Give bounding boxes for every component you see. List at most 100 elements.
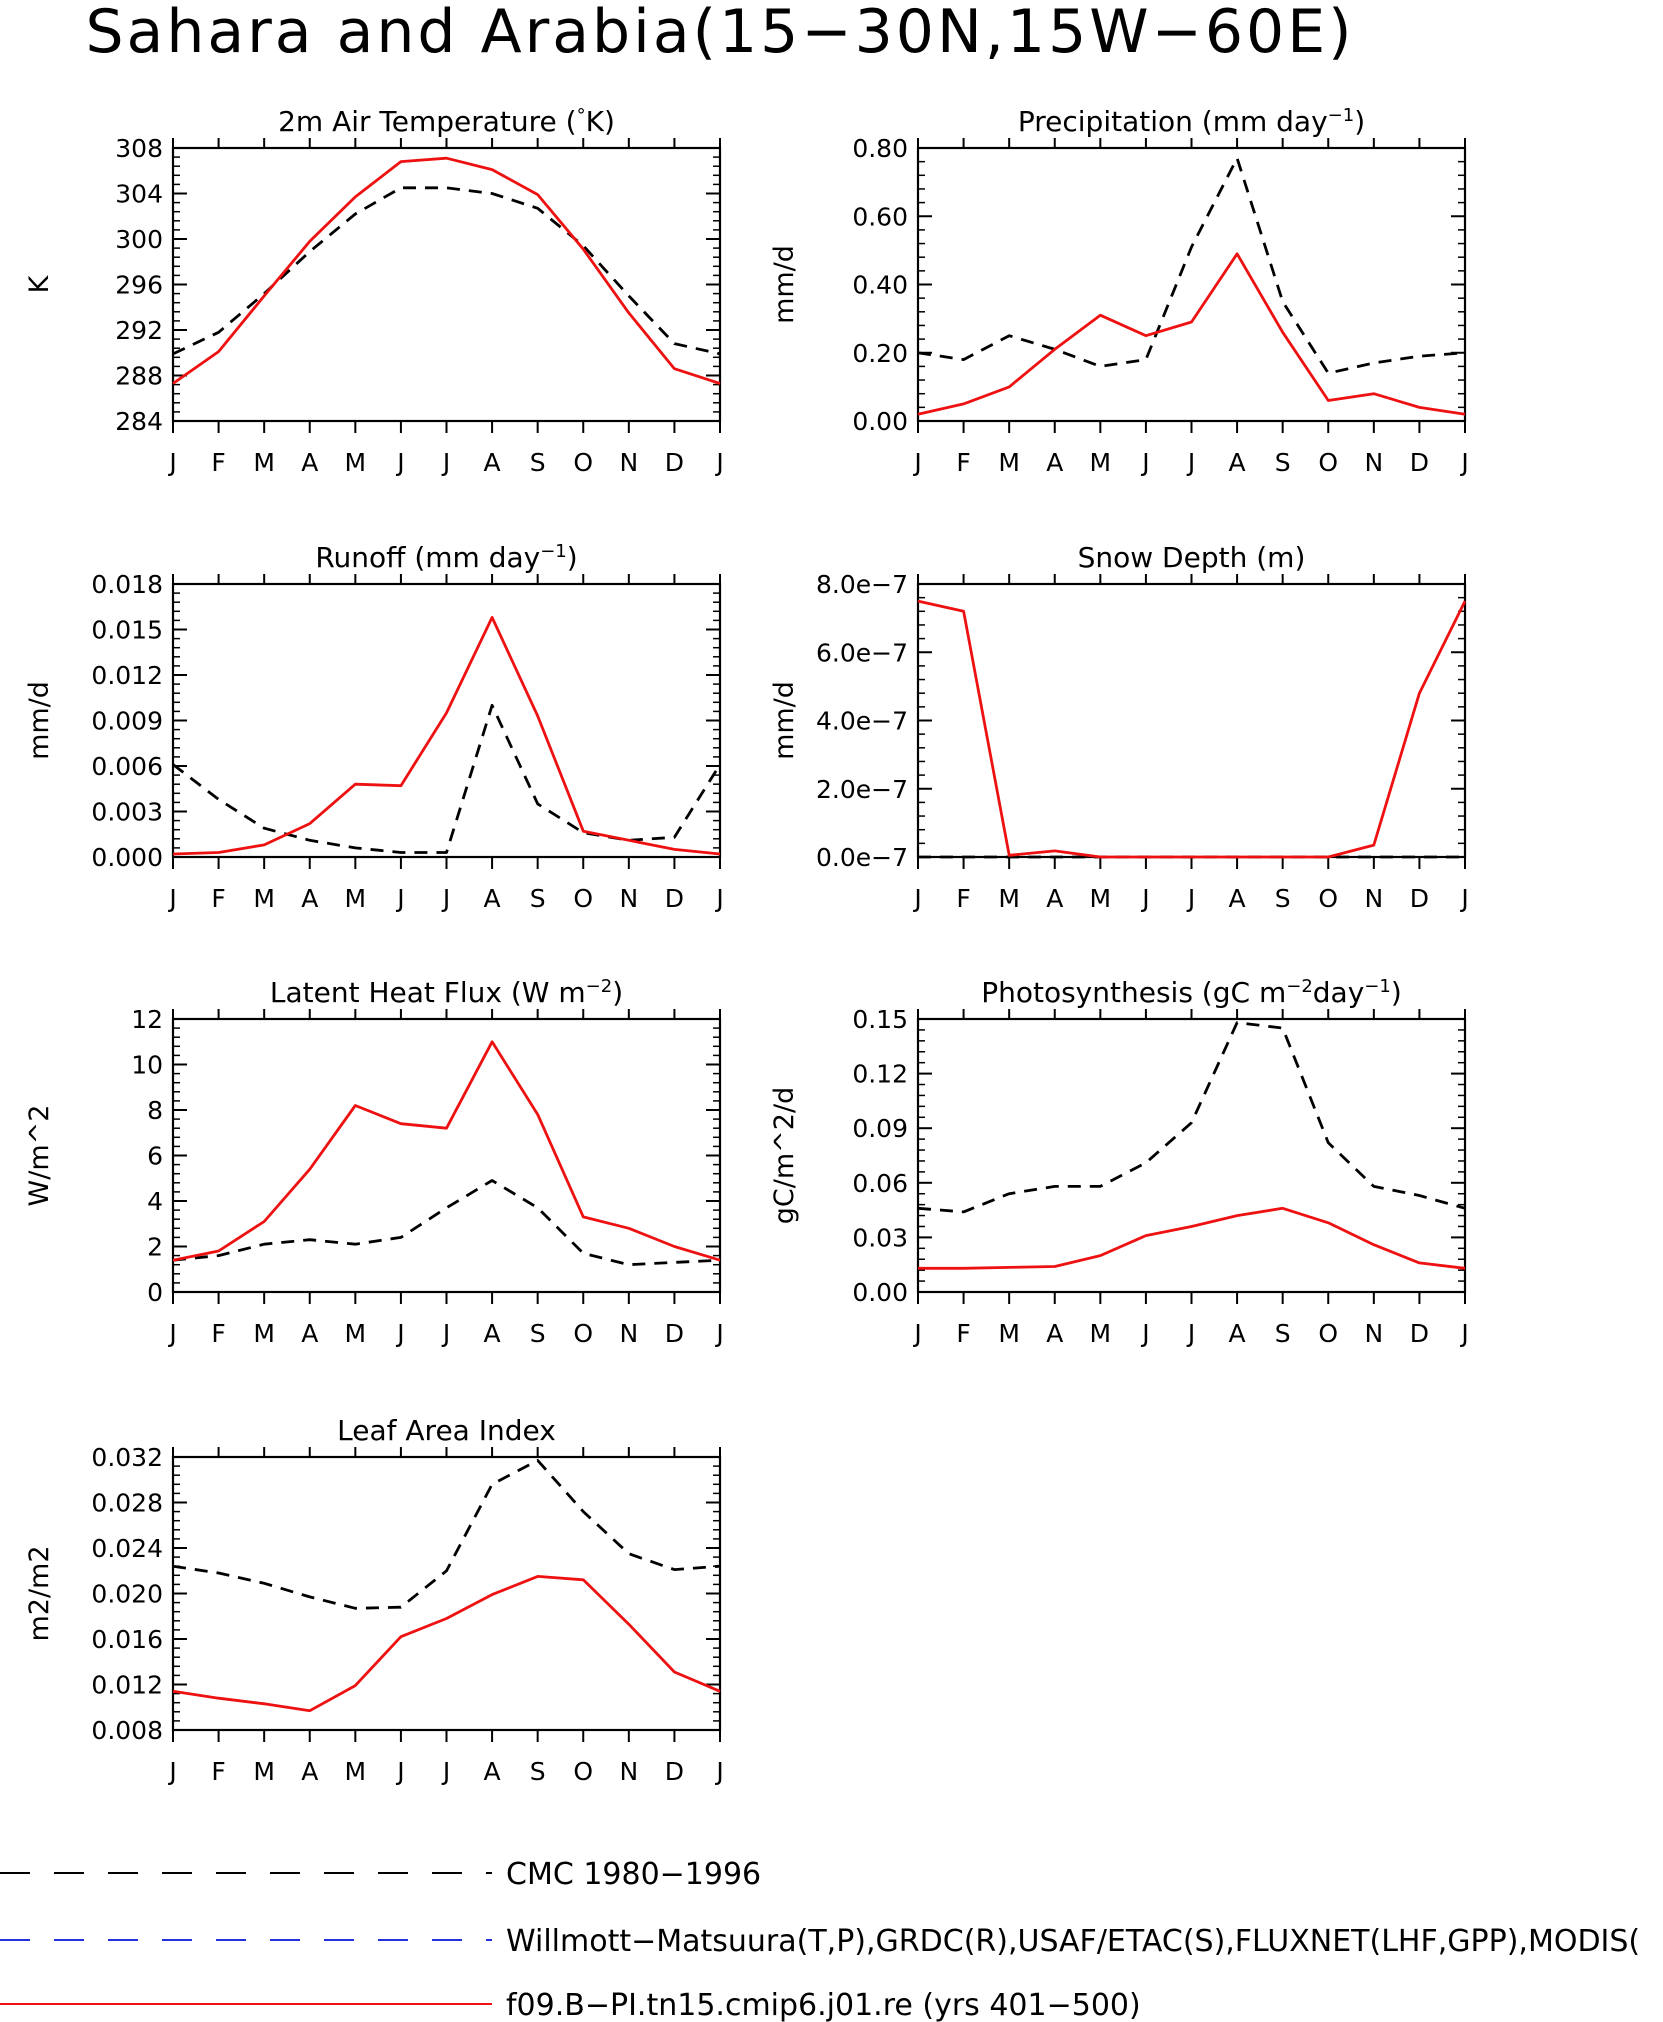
y-tick-label: 0.018 bbox=[91, 570, 163, 599]
y-tick-label: 288 bbox=[115, 362, 163, 391]
x-tick-label: J bbox=[441, 884, 450, 913]
x-tick-label: J bbox=[1459, 1319, 1468, 1348]
x-tick-label: J bbox=[395, 884, 404, 913]
y-tick-label: 0.015 bbox=[91, 616, 163, 645]
model-series-line bbox=[917, 252, 1466, 416]
y-tick-label: 0.009 bbox=[91, 707, 163, 736]
chart-panel: Snow Depth (m) mm/d 0.0e−7 2.0e−7 4.0e−7 6.0e… bbox=[769, 541, 1469, 913]
y-tick-label: 4.0e−7 bbox=[816, 707, 908, 736]
model-series-line bbox=[918, 1206, 1466, 1270]
y-tick-label: 12 bbox=[131, 1005, 163, 1034]
x-tick-label: D bbox=[665, 1319, 684, 1348]
y-tick-label: 0.0e−7 bbox=[816, 843, 908, 872]
x-tick-label: A bbox=[484, 1757, 501, 1786]
x-tick-label: A bbox=[484, 448, 501, 477]
x-tick-label: M bbox=[345, 1319, 367, 1348]
x-tick-label: N bbox=[1364, 1319, 1383, 1348]
x-tick-label: M bbox=[253, 1757, 275, 1786]
panel-title: Latent Heat Flux (W m−2) bbox=[270, 976, 623, 1009]
x-tick-label: O bbox=[1318, 884, 1338, 913]
x-tick-label: J bbox=[912, 1319, 921, 1348]
x-tick-label: J bbox=[1186, 884, 1195, 913]
x-tick-label: S bbox=[530, 884, 546, 913]
model-series-line bbox=[917, 599, 1467, 859]
panel-title: Leaf Area Index bbox=[337, 1414, 556, 1447]
x-tick-label: F bbox=[211, 1319, 225, 1348]
reference-series-line bbox=[172, 1179, 721, 1267]
x-tick-label: A bbox=[301, 1319, 318, 1348]
legend-entry: CMC 1980−1996 bbox=[506, 1857, 761, 1892]
x-tick-label: A bbox=[301, 884, 318, 913]
x-tick-label: M bbox=[253, 1319, 275, 1348]
x-tick-label: D bbox=[1410, 448, 1429, 477]
x-tick-label: S bbox=[530, 448, 546, 477]
y-tick-label: 8 bbox=[147, 1096, 163, 1125]
x-tick-label: A bbox=[1046, 884, 1063, 913]
x-tick-label: O bbox=[573, 448, 593, 477]
y-tick-label: 0.003 bbox=[91, 798, 163, 827]
x-tick-label: M bbox=[1090, 448, 1112, 477]
x-tick-label: J bbox=[167, 1319, 176, 1348]
chart-panel: Photosynthesis (gC m−2day−1) gC/m^2/d 0.00… bbox=[769, 976, 1469, 1348]
reference-series-line bbox=[917, 1021, 1466, 1214]
y-tick-label: 0.09 bbox=[852, 1114, 908, 1143]
x-tick-label: A bbox=[1046, 448, 1063, 477]
y-tick-label: 0.00 bbox=[852, 1278, 908, 1307]
plot-frame bbox=[916, 1017, 1467, 1294]
x-tick-label: F bbox=[956, 884, 970, 913]
plot-frame bbox=[916, 146, 1467, 423]
y-tick-label: 0.40 bbox=[852, 271, 908, 300]
y-tick-label: 292 bbox=[115, 316, 163, 345]
x-tick-label: J bbox=[167, 1757, 176, 1786]
x-tick-label: A bbox=[301, 1757, 318, 1786]
panels-group: 2m Air Temperature (°K)K2842882922963003… bbox=[24, 105, 1469, 1786]
y-tick-label: 300 bbox=[115, 225, 163, 254]
x-tick-label: A bbox=[1229, 884, 1246, 913]
y-tick-label: 4 bbox=[147, 1187, 163, 1216]
x-tick-label: A bbox=[301, 448, 318, 477]
x-tick-label: M bbox=[345, 884, 367, 913]
x-tick-label: J bbox=[1140, 1319, 1149, 1348]
panel-title: Photosynthesis (gC m−2day−1) bbox=[981, 976, 1402, 1009]
x-tick-label: J bbox=[912, 448, 921, 477]
x-tick-label: J bbox=[1140, 884, 1149, 913]
x-tick-label: M bbox=[253, 448, 275, 477]
plot-frame bbox=[171, 146, 722, 423]
y-tick-label: 2 bbox=[147, 1233, 163, 1262]
reference-series-line bbox=[172, 703, 722, 854]
x-tick-label: N bbox=[619, 1319, 638, 1348]
chart-panel: Leaf Area Index m2/m2 0.008 0.012 0.016 0.020… bbox=[24, 1414, 724, 1786]
x-tick-label: M bbox=[1090, 884, 1112, 913]
x-tick-label: O bbox=[1318, 448, 1338, 477]
x-tick-label: F bbox=[211, 448, 225, 477]
x-tick-label: A bbox=[1046, 1319, 1063, 1348]
x-tick-label: J bbox=[167, 884, 176, 913]
x-tick-label: N bbox=[619, 448, 638, 477]
x-tick-label: M bbox=[345, 1757, 367, 1786]
legend-entry: Willmott−Matsuura(T,P),GRDC(R),USAF/ETAC… bbox=[506, 1924, 1640, 1959]
figure-title: Sahara and Arabia(15−30N,15W−60E) bbox=[85, 0, 1354, 67]
x-tick-label: J bbox=[1459, 884, 1468, 913]
y-tick-label: 6 bbox=[147, 1142, 163, 1171]
x-tick-label: J bbox=[1459, 448, 1468, 477]
panel-title: Runoff (mm day−1) bbox=[315, 541, 577, 574]
x-tick-label: J bbox=[441, 1319, 450, 1348]
y-tick-label: 0.008 bbox=[91, 1716, 163, 1745]
y-tick-label: 0.12 bbox=[852, 1060, 908, 1089]
x-tick-label: J bbox=[167, 448, 176, 477]
x-tick-label: S bbox=[1275, 448, 1291, 477]
y-axis-label: mm/d bbox=[769, 245, 800, 324]
legend: CMC 1980−1996 Willmott−Matsuura(T,P),GRDC… bbox=[0, 1857, 1640, 2022]
x-tick-label: S bbox=[1275, 884, 1291, 913]
x-tick-label: F bbox=[956, 448, 970, 477]
y-tick-label: 0.020 bbox=[91, 1580, 163, 1609]
y-tick-label: 0 bbox=[147, 1278, 163, 1307]
chart-panel: Precipitation (mm day−1) mm/d 0.00 0.20 0.40… bbox=[769, 105, 1469, 477]
y-tick-label: 0.024 bbox=[91, 1534, 163, 1563]
x-tick-label: J bbox=[395, 448, 404, 477]
plot-frame bbox=[171, 1455, 722, 1732]
y-tick-label: 308 bbox=[115, 134, 163, 163]
x-tick-label: D bbox=[1410, 884, 1429, 913]
y-tick-label: 296 bbox=[115, 271, 163, 300]
